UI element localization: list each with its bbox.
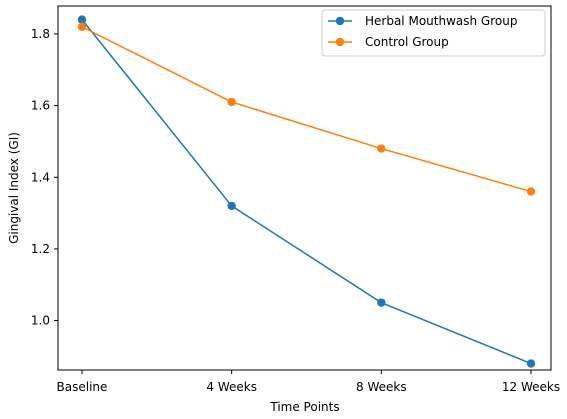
x-tick-label: 4 Weeks xyxy=(206,380,257,394)
y-tick-label: 1.8 xyxy=(31,27,50,41)
y-tick-label: 1.6 xyxy=(31,99,50,113)
series-line-1 xyxy=(81,26,532,193)
series-0-point xyxy=(77,15,87,24)
series-line-0 xyxy=(81,19,532,365)
legend-swatch-marker xyxy=(335,37,345,47)
y-tick-label: 1.2 xyxy=(31,242,50,256)
series-1-point xyxy=(377,144,386,153)
y-tick-label: 1.0 xyxy=(31,314,50,328)
legend-swatch-marker xyxy=(335,16,345,26)
series-0-point xyxy=(227,201,236,211)
series-0-point xyxy=(526,359,536,368)
legend: Herbal Mouthwash Group Control Group xyxy=(321,9,546,57)
series-layer xyxy=(77,15,536,368)
legend-box xyxy=(321,9,546,57)
y-axis-label: Gingival Index (GI) xyxy=(7,132,21,244)
legend-label: Herbal Mouthwash Group xyxy=(365,14,517,28)
axis-ticks: Baseline 4 Weeks 8 Weeks 12 Weeks 1.0 1.2 1.4 1… xyxy=(31,27,560,394)
series-0-point xyxy=(377,298,386,307)
x-axis-label: Time Points xyxy=(269,400,339,414)
x-tick-label: Baseline xyxy=(57,380,108,394)
x-tick-label: 8 Weeks xyxy=(356,380,407,394)
legend-label: Control Group xyxy=(365,35,449,49)
series-1-point xyxy=(526,187,536,196)
series-1-point xyxy=(227,97,236,107)
x-tick-label: 12 Weeks xyxy=(502,380,560,394)
plot-frame xyxy=(57,5,552,371)
y-tick-label: 1.4 xyxy=(31,170,50,184)
series-1-point xyxy=(77,22,87,31)
